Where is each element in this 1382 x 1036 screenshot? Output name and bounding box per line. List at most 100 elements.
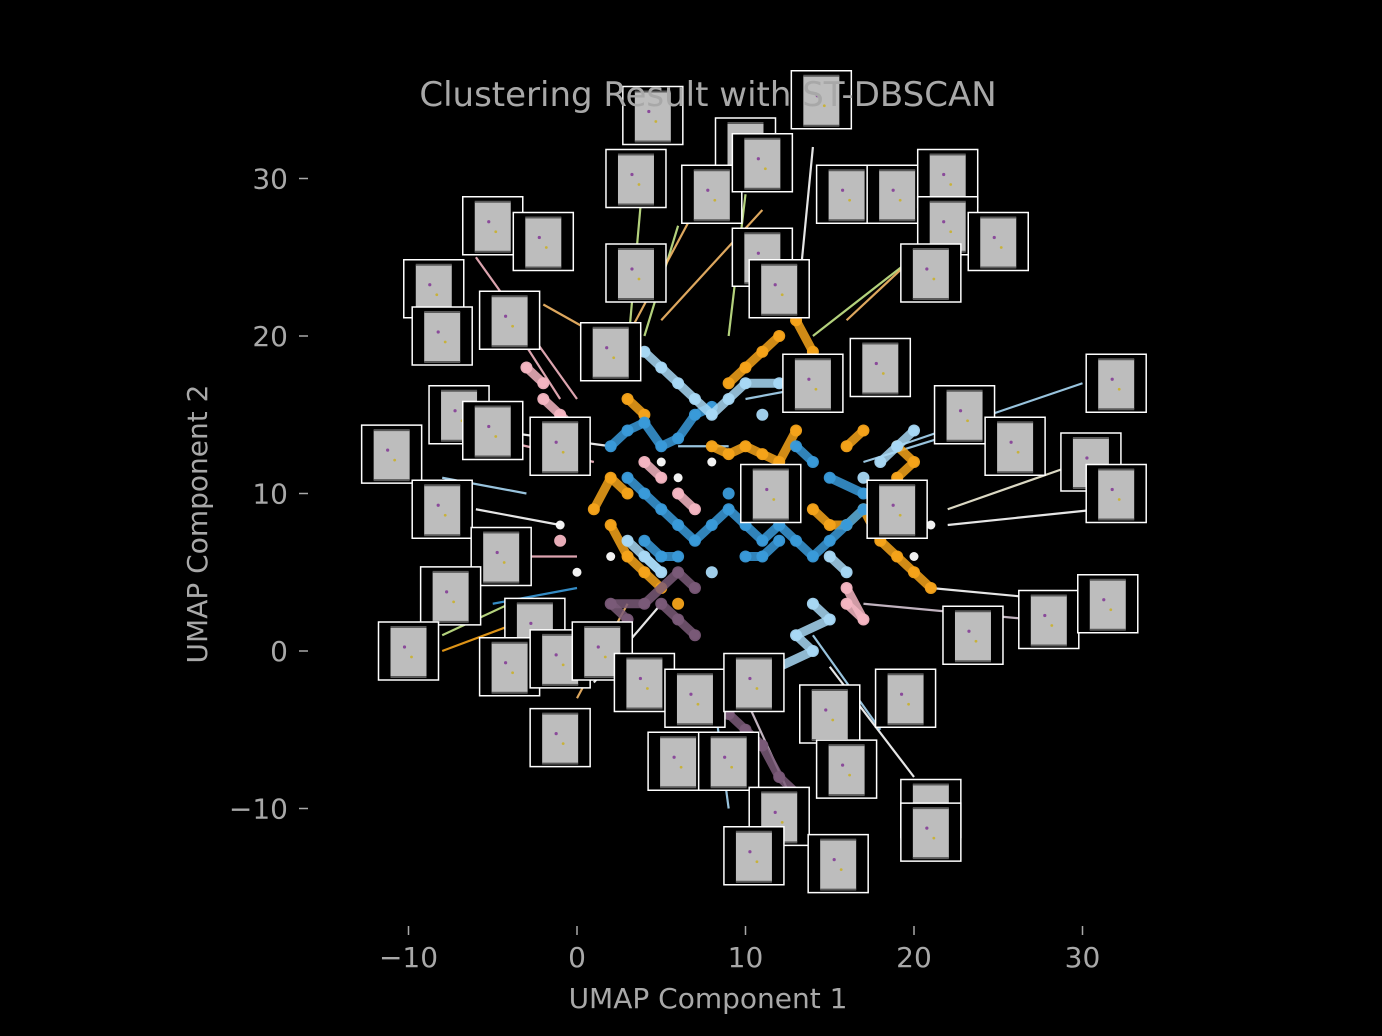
cluster-point bbox=[673, 473, 683, 483]
thumbnail-mark bbox=[504, 314, 508, 318]
y-tick-label: 10 bbox=[252, 478, 288, 511]
thumbnail-mark bbox=[630, 267, 634, 271]
thumbnail-image bbox=[542, 713, 579, 764]
cluster-group bbox=[604, 400, 870, 563]
thumbnail-mark bbox=[561, 742, 565, 746]
cluster-point bbox=[908, 424, 920, 437]
x-tick-label: 20 bbox=[896, 941, 932, 974]
cluster-point bbox=[672, 597, 685, 610]
thumbnail-mark bbox=[1009, 440, 1013, 444]
thumbnail bbox=[664, 668, 726, 728]
thumbnail-image bbox=[491, 642, 528, 693]
thumbnail bbox=[613, 652, 676, 713]
cluster-trail bbox=[623, 536, 666, 577]
leader-line bbox=[947, 508, 1100, 527]
thumbnail-mark bbox=[824, 708, 828, 712]
thumbnail bbox=[512, 211, 575, 272]
thumbnail bbox=[377, 621, 440, 681]
thumbnail-image bbox=[525, 217, 562, 268]
thumbnail bbox=[411, 479, 473, 539]
thumbnail-image bbox=[474, 201, 511, 252]
cluster-point bbox=[909, 552, 919, 561]
x-axis-ticks: −10 0 10 20 30 bbox=[379, 926, 1100, 974]
thumbnail-mark bbox=[646, 687, 649, 690]
thumbnail bbox=[967, 211, 1029, 272]
thumbnail-mark bbox=[689, 692, 693, 696]
thumbnail bbox=[723, 652, 785, 713]
thumbnail bbox=[900, 802, 962, 862]
y-tick-label: −10 bbox=[229, 793, 288, 826]
leader-line bbox=[812, 256, 915, 337]
thumbnail-mark bbox=[445, 590, 449, 594]
thumbnail-mark bbox=[679, 765, 683, 769]
thumbnail-mark bbox=[647, 109, 651, 114]
thumbnail bbox=[790, 70, 853, 130]
thumbnail-image bbox=[432, 571, 469, 622]
thumbnail-mark bbox=[638, 676, 643, 681]
thumbnail-mark bbox=[763, 167, 767, 171]
thumbnail-image bbox=[735, 831, 772, 882]
thumbnail-image bbox=[803, 75, 840, 126]
cluster-point bbox=[924, 582, 937, 594]
thumbnail-mark bbox=[1016, 450, 1020, 454]
thumbnail-mark bbox=[504, 661, 508, 665]
x-axis-label: UMAP Component 1 bbox=[569, 982, 848, 1015]
thumbnail-mark bbox=[487, 220, 491, 224]
cluster-trail bbox=[639, 567, 683, 609]
thumbnail-mark bbox=[436, 330, 440, 334]
thumbnail-mark bbox=[443, 340, 447, 344]
thumbnail-image bbox=[744, 138, 781, 189]
thumbnail bbox=[622, 85, 684, 146]
cluster-point bbox=[707, 457, 717, 467]
thumbnail-mark bbox=[974, 639, 978, 643]
thumbnail-mark bbox=[696, 702, 700, 706]
thumbnail-mark bbox=[839, 868, 843, 872]
thumbnail-mark bbox=[713, 198, 717, 202]
thumbnail-mark bbox=[443, 513, 447, 517]
thumbnail-image bbox=[912, 808, 949, 859]
thumbnail-image bbox=[676, 674, 713, 725]
thumbnail-mark bbox=[730, 765, 734, 769]
thumbnail-image bbox=[424, 312, 461, 362]
thumbnail-mark bbox=[1050, 624, 1054, 627]
leader-line bbox=[947, 460, 1083, 511]
thumbnail-mark bbox=[1102, 598, 1106, 602]
thumbnail-image bbox=[710, 737, 747, 788]
cluster-point bbox=[722, 487, 735, 500]
thumbnail bbox=[731, 133, 794, 193]
thumbnail-mark bbox=[511, 324, 514, 328]
thumbnail-mark bbox=[561, 450, 565, 454]
cluster-point bbox=[572, 567, 582, 577]
thumbnail-mark bbox=[511, 671, 514, 675]
thumbnail-mark bbox=[529, 621, 533, 625]
thumbnail-image bbox=[752, 469, 789, 520]
thumbnail-mark bbox=[487, 424, 491, 429]
thumbnail-mark bbox=[672, 755, 676, 759]
thumbnail bbox=[782, 353, 844, 413]
thumbnail bbox=[740, 463, 802, 524]
thumbnail-mark bbox=[815, 94, 819, 98]
thumbnail-mark bbox=[841, 763, 845, 767]
cluster-point bbox=[756, 408, 769, 421]
thumbnail-image bbox=[373, 430, 410, 481]
thumbnail-mark bbox=[942, 172, 946, 177]
thumbnail-image bbox=[879, 485, 916, 536]
thumbnail bbox=[462, 196, 524, 256]
thumbnail bbox=[874, 668, 937, 728]
thumbnail bbox=[866, 479, 928, 539]
cluster-trail bbox=[791, 615, 835, 640]
thumbnail bbox=[470, 526, 532, 587]
thumbnail-mark bbox=[452, 600, 456, 604]
thumbnail bbox=[462, 400, 524, 461]
y-axis-ticks: −10 0 10 20 30 bbox=[229, 163, 308, 826]
thumbnail bbox=[1085, 353, 1147, 413]
thumbnail-mark bbox=[410, 655, 413, 659]
thumbnail-image bbox=[1030, 595, 1067, 646]
thumbnail-mark bbox=[841, 188, 845, 192]
thumbnail-mark bbox=[1085, 456, 1089, 460]
cluster-trail bbox=[825, 473, 868, 498]
thumbnail-mark bbox=[428, 283, 432, 287]
thumbnail-mark bbox=[807, 377, 811, 381]
thumbnail-mark bbox=[949, 230, 953, 234]
